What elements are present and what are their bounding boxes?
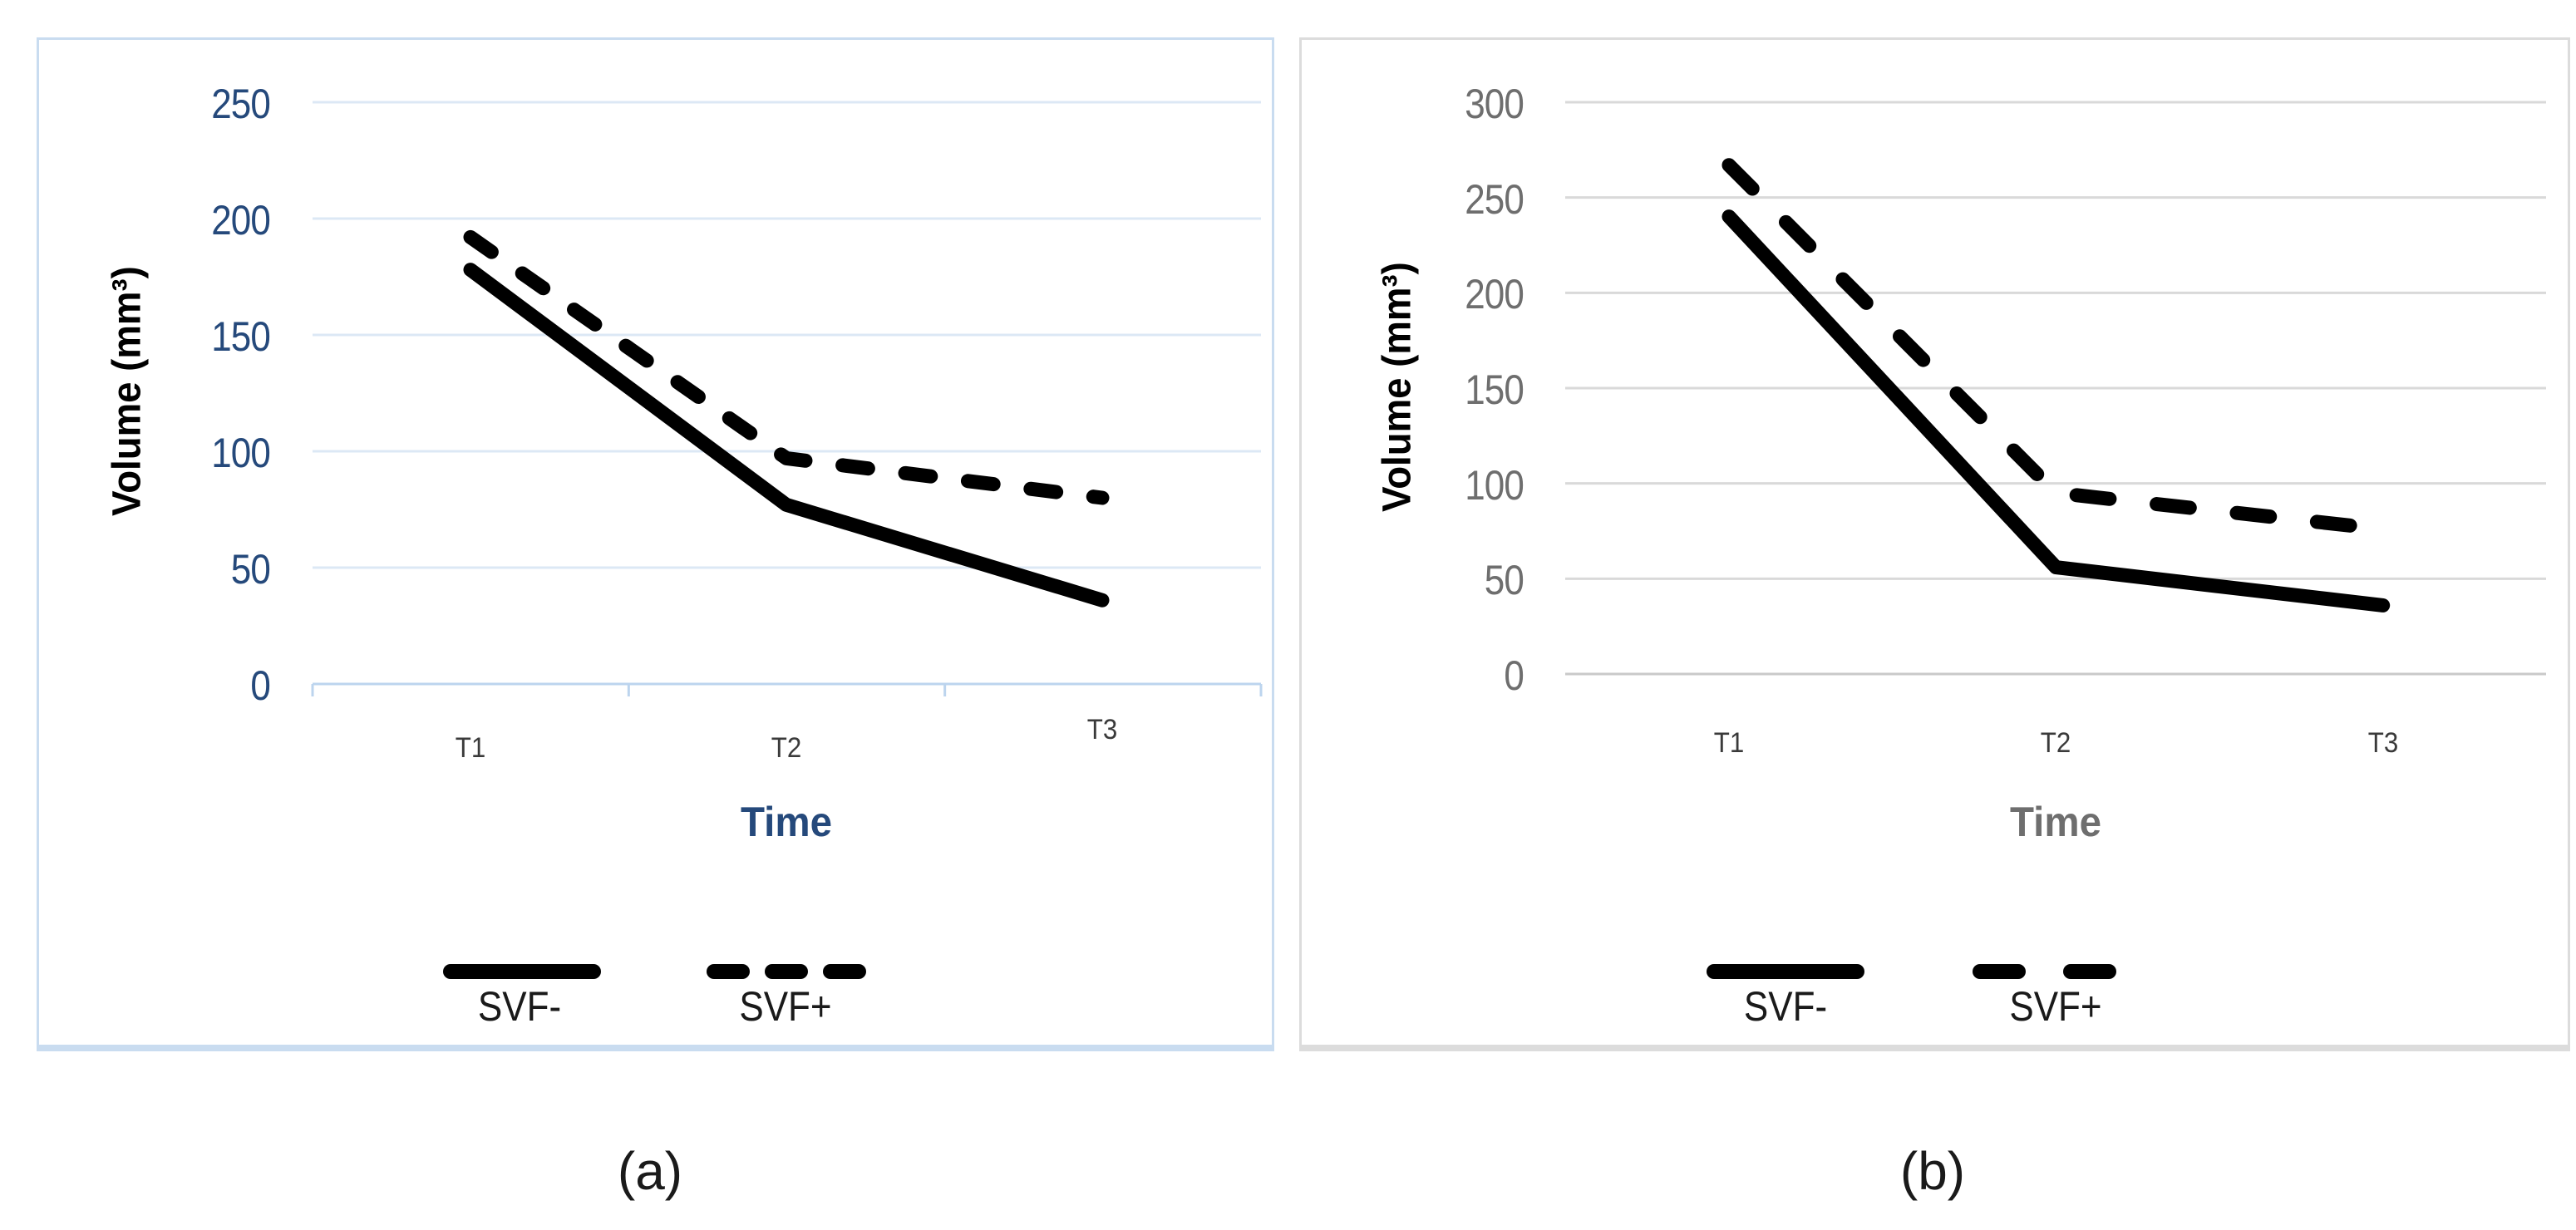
legend-dash-swatch [707, 964, 750, 979]
legend-label: SVF- [477, 983, 562, 1030]
legend-label: SVF+ [739, 983, 832, 1030]
legend-label: SVF+ [2009, 983, 2102, 1030]
legend-dash-swatch [823, 964, 866, 979]
legend-dash-swatch [2063, 964, 2116, 979]
chart-panel-a: Volume (mm³) 250 200 150 100 50 0 T1 T2 … [37, 37, 1274, 1051]
x-axis-title: Time [740, 799, 832, 845]
y-tick-label: 0 [250, 662, 270, 709]
series-line-svfminus [463, 263, 1110, 608]
legend-solid-line-swatch [443, 964, 601, 979]
chart-panel-b: Volume (mm³) 300 250 200 150 100 50 0 T1… [1299, 37, 2570, 1051]
y-tick-label: 250 [211, 81, 271, 127]
legend-solid-line-swatch [1707, 964, 1864, 979]
x-category-label: T2 [771, 732, 802, 764]
chart-b-plot [1565, 101, 2546, 676]
y-tick-label: 200 [1465, 271, 1524, 317]
chart-a-plot [311, 101, 1263, 696]
y-tick-label: 250 [1465, 176, 1524, 223]
subfigure-caption-a: (a) [617, 1141, 683, 1201]
y-tick-label: 50 [230, 546, 271, 593]
y-tick-label: 150 [211, 313, 271, 360]
series-line-svfminus [1721, 209, 2391, 613]
y-axis-title: Volume (mm³) [105, 266, 150, 516]
y-tick-label: 50 [1484, 557, 1524, 603]
legend-dash-swatch [765, 964, 808, 979]
subfigure-caption-b: (b) [1899, 1141, 1966, 1201]
legend-label: SVF- [1743, 983, 1828, 1030]
y-tick-label: 0 [1504, 652, 1524, 699]
y-tick-label: 150 [1465, 367, 1524, 413]
y-tick-label: 200 [211, 197, 271, 244]
series-line-svfplus [1721, 158, 2391, 537]
series-line-svfplus [463, 229, 1110, 505]
x-category-label: T3 [2367, 727, 2399, 759]
x-axis-title: Time [2009, 799, 2101, 845]
y-tick-label: 100 [211, 430, 271, 476]
x-category-label: T1 [1713, 727, 1745, 759]
y-tick-label: 300 [1465, 81, 1524, 127]
legend-dash-swatch [1973, 964, 2026, 979]
x-category-label: T3 [1086, 714, 1118, 745]
x-category-label: T1 [455, 732, 486, 764]
y-tick-label: 100 [1465, 462, 1524, 509]
x-category-label: T2 [2040, 727, 2071, 759]
